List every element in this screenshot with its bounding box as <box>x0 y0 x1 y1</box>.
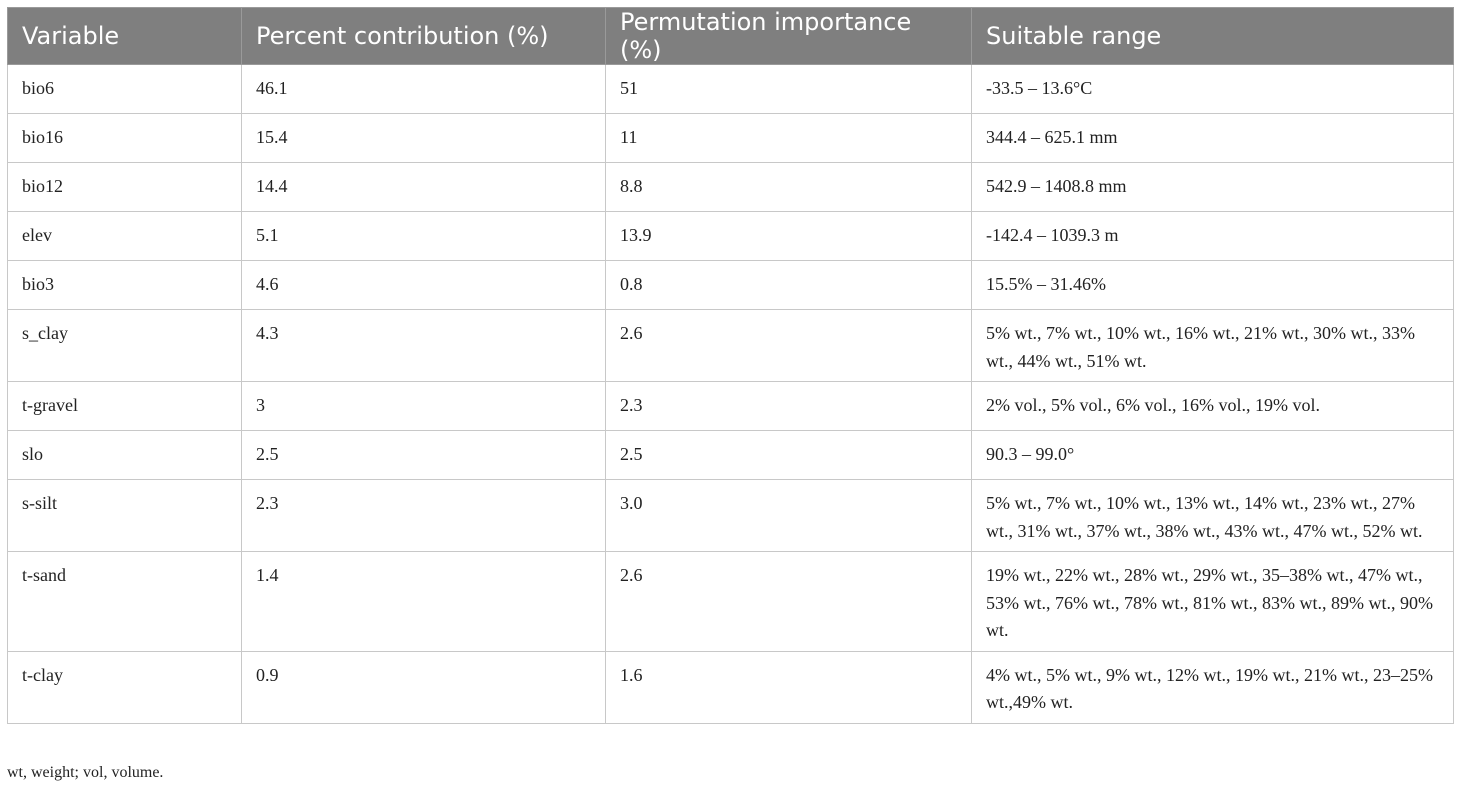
cell-permutation-importance: 0.8 <box>605 260 972 310</box>
table-row: elev 5.1 13.9 -142.4 – 1039.3 m <box>7 211 1454 261</box>
table-row: t-sand 1.4 2.6 19% wt., 22% wt., 28% wt.… <box>7 551 1454 652</box>
cell-variable: s-silt <box>7 479 242 552</box>
cell-permutation-importance: 2.6 <box>605 309 972 382</box>
cell-variable: t-sand <box>7 551 242 652</box>
cell-variable: bio12 <box>7 162 242 212</box>
cell-suitable-range: 5% wt., 7% wt., 10% wt., 16% wt., 21% wt… <box>971 309 1454 382</box>
cell-suitable-range: 4% wt., 5% wt., 9% wt., 12% wt., 19% wt.… <box>971 650 1454 724</box>
cell-variable: elev <box>7 211 242 261</box>
cell-percent-contribution: 0.9 <box>241 650 606 724</box>
cell-variable: slo <box>7 430 242 480</box>
cell-permutation-importance: 2.3 <box>605 381 972 431</box>
cell-suitable-range: 90.3 – 99.0° <box>971 430 1454 480</box>
cell-permutation-importance: 51 <box>605 64 972 114</box>
cell-suitable-range: -142.4 – 1039.3 m <box>971 211 1454 261</box>
cell-permutation-importance: 13.9 <box>605 211 972 261</box>
cell-suitable-range: 2% vol., 5% vol., 6% vol., 16% vol., 19%… <box>971 381 1454 431</box>
table-row: t-gravel 3 2.3 2% vol., 5% vol., 6% vol.… <box>7 381 1454 431</box>
cell-permutation-importance: 2.5 <box>605 430 972 480</box>
table-row: s_clay 4.3 2.6 5% wt., 7% wt., 10% wt., … <box>7 309 1454 382</box>
header-row: Variable Percent contribution (%) Permut… <box>7 7 1454 65</box>
cell-permutation-importance: 1.6 <box>605 650 972 724</box>
header-permutation-importance: Permutation importance (%) <box>605 7 972 65</box>
cell-percent-contribution: 1.4 <box>241 551 606 652</box>
cell-suitable-range: 542.9 – 1408.8 mm <box>971 162 1454 212</box>
cell-variable: bio3 <box>7 260 242 310</box>
cell-percent-contribution: 14.4 <box>241 162 606 212</box>
cell-suitable-range: 5% wt., 7% wt., 10% wt., 13% wt., 14% wt… <box>971 479 1454 552</box>
table-footnote: wt, weight; vol, volume. <box>7 764 164 781</box>
cell-suitable-range: 19% wt., 22% wt., 28% wt., 29% wt., 35–3… <box>971 551 1454 652</box>
cell-percent-contribution: 2.3 <box>241 479 606 552</box>
table-row: s-silt 2.3 3.0 5% wt., 7% wt., 10% wt., … <box>7 479 1454 552</box>
table-row: bio12 14.4 8.8 542.9 – 1408.8 mm <box>7 162 1454 212</box>
cell-percent-contribution: 4.6 <box>241 260 606 310</box>
table-row: bio3 4.6 0.8 15.5% – 31.46% <box>7 260 1454 310</box>
cell-variable: t-gravel <box>7 381 242 431</box>
table-row: bio16 15.4 11 344.4 – 625.1 mm <box>7 113 1454 163</box>
cell-percent-contribution: 4.3 <box>241 309 606 382</box>
cell-percent-contribution: 46.1 <box>241 64 606 114</box>
cell-percent-contribution: 3 <box>241 381 606 431</box>
table-row: slo 2.5 2.5 90.3 – 99.0° <box>7 430 1454 480</box>
cell-permutation-importance: 11 <box>605 113 972 163</box>
cell-variable: t-clay <box>7 650 242 724</box>
cell-suitable-range: 344.4 – 625.1 mm <box>971 113 1454 163</box>
header-variable: Variable <box>7 7 242 65</box>
table-row: bio6 46.1 51 -33.5 – 13.6°C <box>7 64 1454 114</box>
cell-permutation-importance: 2.6 <box>605 551 972 652</box>
table-row: t-clay 0.9 1.6 4% wt., 5% wt., 9% wt., 1… <box>7 650 1454 724</box>
cell-percent-contribution: 5.1 <box>241 211 606 261</box>
cell-percent-contribution: 15.4 <box>241 113 606 163</box>
header-percent-contribution: Percent contribution (%) <box>241 7 606 65</box>
cell-percent-contribution: 2.5 <box>241 430 606 480</box>
cell-variable: s_clay <box>7 309 242 382</box>
cell-permutation-importance: 8.8 <box>605 162 972 212</box>
cell-permutation-importance: 3.0 <box>605 479 972 552</box>
cell-variable: bio6 <box>7 64 242 114</box>
cell-suitable-range: 15.5% – 31.46% <box>971 260 1454 310</box>
cell-suitable-range: -33.5 – 13.6°C <box>971 64 1454 114</box>
data-table: Variable Percent contribution (%) Permut… <box>7 7 1454 724</box>
cell-variable: bio16 <box>7 113 242 163</box>
header-suitable-range: Suitable range <box>971 7 1454 65</box>
